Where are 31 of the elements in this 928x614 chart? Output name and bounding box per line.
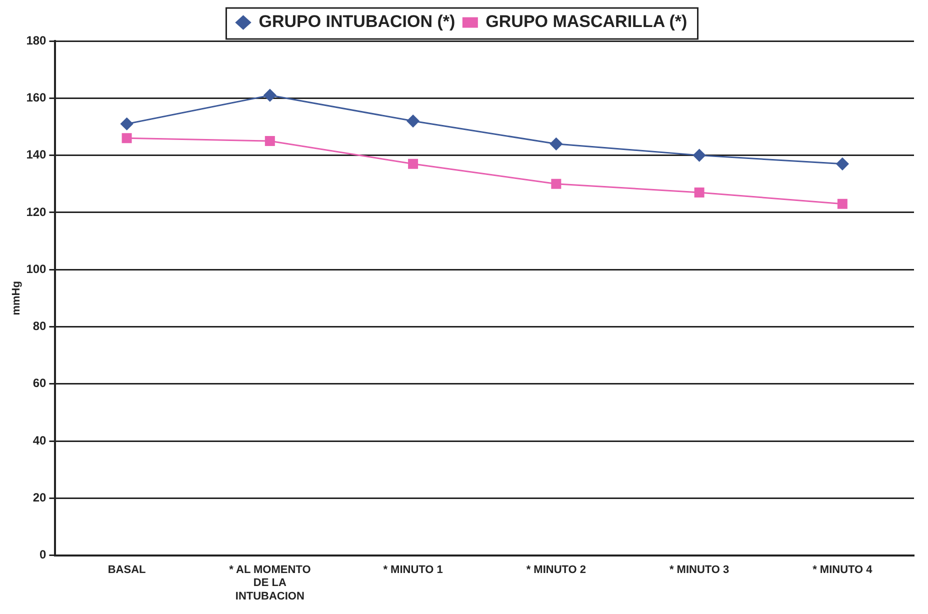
point [264, 136, 275, 146]
y-tick-label: 180 [26, 33, 47, 48]
y-tick-label: 40 [32, 433, 47, 448]
point [837, 198, 848, 209]
y-tick-label: 80 [32, 319, 47, 334]
x-tick-label: * AL MOMENTO DE LA INTUBACION [229, 564, 312, 602]
point [836, 158, 849, 170]
point [120, 118, 134, 130]
legend-label: GRUPO MASCARILLA (*) [486, 12, 688, 32]
y-tick-label: 120 [26, 204, 47, 219]
x-tick-label: * MINUTO 2 [526, 564, 586, 576]
point [550, 138, 562, 150]
y-tick-label: 140 [26, 148, 47, 162]
y-tick-label: 160 [26, 90, 47, 104]
y-axis-title: mmHg [10, 281, 23, 316]
point [406, 114, 420, 128]
y-tick-label: 100 [26, 262, 47, 276]
y-tick-label: 20 [32, 490, 47, 505]
x-tick-label: * MINUTO 1 [383, 564, 443, 576]
y-tick-label: 60 [32, 376, 47, 390]
legend-label: GRUPO INTUBACION (*) [258, 12, 456, 32]
point [122, 133, 132, 144]
point [408, 158, 418, 169]
point [551, 178, 562, 189]
x-tick-label: * MINUTO 4 [812, 564, 874, 576]
x-tick-label: * MINUTO 3 [669, 564, 730, 576]
x-tick-label: BASAL [108, 564, 146, 576]
point [693, 149, 706, 162]
y-tick-label: 0 [40, 548, 47, 562]
point [264, 89, 276, 102]
point [694, 187, 704, 198]
